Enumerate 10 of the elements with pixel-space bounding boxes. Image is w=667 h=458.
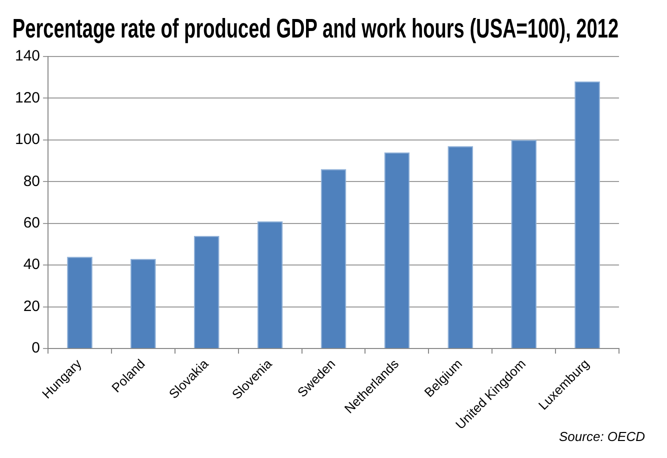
y-tick-label: 140 bbox=[14, 48, 40, 65]
y-tick-label: 20 bbox=[23, 298, 40, 315]
y-tick-label: 100 bbox=[14, 131, 40, 148]
y-tick-label: 80 bbox=[23, 172, 40, 190]
chart-title: Percentage rate of produced GDP and work hours (USA=100), 2012 bbox=[12, 13, 619, 44]
y-tick-label: 0 bbox=[32, 340, 40, 357]
y-tick-label: 120 bbox=[14, 89, 40, 106]
y-tick-label: 60 bbox=[23, 214, 40, 232]
y-tick-label: 40 bbox=[23, 256, 40, 274]
source-note: Source: OECD bbox=[559, 429, 645, 444]
